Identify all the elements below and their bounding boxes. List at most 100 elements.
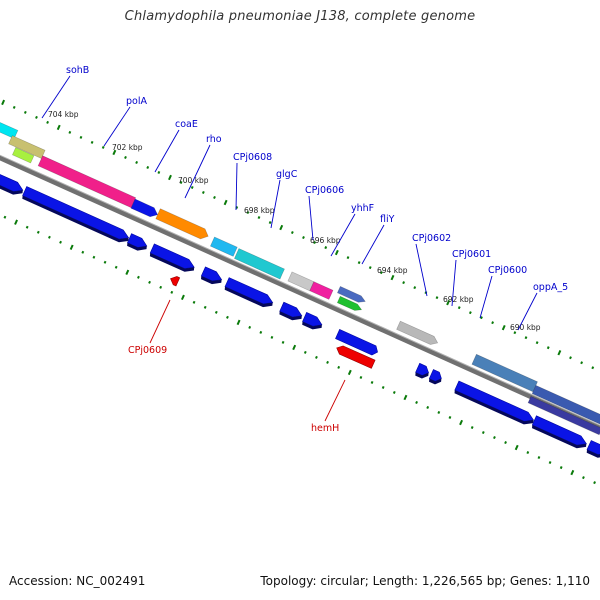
gene-label: fliY xyxy=(380,214,395,225)
tick-reverse xyxy=(281,340,285,344)
tick-reverse xyxy=(326,360,329,364)
tick-reverse xyxy=(36,230,40,234)
tick-forward xyxy=(124,155,127,159)
feature-block xyxy=(130,198,159,218)
tick-reverse xyxy=(303,350,307,354)
leader-line xyxy=(517,292,538,331)
leader-line xyxy=(451,259,457,307)
cds-arrow xyxy=(586,440,600,455)
leader-line xyxy=(479,275,493,319)
tick-forward xyxy=(468,311,472,315)
tick-forward xyxy=(23,110,27,114)
leader-line xyxy=(184,144,211,199)
tick-forward xyxy=(457,306,461,310)
tick-reverse xyxy=(226,315,229,319)
feature-block xyxy=(336,295,363,311)
leader-line xyxy=(235,162,238,211)
reverse-feature xyxy=(336,345,376,369)
tick-forward xyxy=(112,149,117,156)
tick-reverse xyxy=(337,365,341,369)
feature-block xyxy=(155,208,209,240)
feature-block xyxy=(337,286,366,303)
tick-forward xyxy=(546,346,550,350)
tick-reverse xyxy=(347,369,352,376)
tick-forward xyxy=(201,190,205,194)
label-leaders xyxy=(41,75,538,422)
map-title: Chlamydophila pneumoniae J138, complete … xyxy=(124,9,476,24)
tick-forward xyxy=(513,331,517,335)
tick-forward xyxy=(12,105,16,109)
cds-arrow-shade xyxy=(415,372,429,379)
tick-forward xyxy=(501,324,506,331)
gene-label: coaE xyxy=(175,119,198,130)
tick-reverse xyxy=(180,294,185,301)
gene-label: CPj0601 xyxy=(452,249,491,260)
tick-forward xyxy=(213,195,216,199)
kbp-label: 692 kbp xyxy=(443,295,474,304)
kbp-label: 696 kbp xyxy=(310,236,341,245)
cds-arrow-shade xyxy=(149,253,195,272)
gene-label: polA xyxy=(126,96,147,107)
tick-forward xyxy=(535,341,539,345)
cds-arrow-shade xyxy=(201,276,222,285)
tick-reverse xyxy=(125,269,130,275)
cds-arrow xyxy=(415,362,429,376)
tick-forward xyxy=(35,115,38,119)
tick-reverse xyxy=(370,380,374,384)
tick-reverse xyxy=(437,410,441,414)
cds-arrow-shade xyxy=(302,321,322,330)
tick-reverse xyxy=(570,469,575,476)
tick-reverse xyxy=(81,250,85,254)
tick-forward xyxy=(334,249,339,256)
tick-forward xyxy=(413,286,417,290)
tick-forward xyxy=(290,231,294,235)
tick-reverse xyxy=(14,219,18,225)
tick-reverse xyxy=(559,466,563,470)
tick-forward xyxy=(146,165,150,169)
gene-label: CPj0608 xyxy=(233,152,272,163)
tick-forward xyxy=(1,99,6,106)
tick-reverse xyxy=(315,355,318,359)
tick-reverse xyxy=(582,476,585,480)
tick-reverse xyxy=(48,235,51,239)
tick-forward xyxy=(402,281,406,285)
tick-reverse xyxy=(593,481,596,485)
cds-arrow-shade xyxy=(279,311,302,321)
tick-reverse xyxy=(292,344,297,351)
tick-forward xyxy=(68,130,72,134)
tick-reverse xyxy=(359,375,363,379)
tick-forward xyxy=(357,261,361,265)
tick-reverse xyxy=(59,240,62,244)
tick-reverse xyxy=(481,431,485,435)
tick-forward xyxy=(480,316,483,320)
tick-forward xyxy=(302,236,305,240)
tick-reverse xyxy=(426,405,430,409)
kbp-label: 690 kbp xyxy=(510,323,541,332)
tick-reverse xyxy=(114,265,118,269)
tick-forward xyxy=(135,160,139,164)
leader-line xyxy=(103,106,131,147)
feature-block xyxy=(234,248,285,280)
cds-arrow-shade xyxy=(586,449,600,458)
feature-block xyxy=(12,147,35,164)
tick-forward xyxy=(591,366,595,370)
tick-reverse xyxy=(203,305,207,309)
gene-label: yhhF xyxy=(351,203,374,214)
tick-reverse xyxy=(159,285,163,289)
tick-forward xyxy=(79,135,83,139)
feature-blocks xyxy=(0,122,600,458)
tick-forward xyxy=(557,350,562,356)
tick-reverse xyxy=(236,319,241,326)
tick-reverse xyxy=(381,385,385,389)
leader-line xyxy=(41,75,71,119)
tick-forward xyxy=(279,224,284,231)
feature-block xyxy=(531,385,600,425)
tick-forward xyxy=(446,299,451,306)
tick-reverse xyxy=(415,400,418,404)
gene-label: CPj0606 xyxy=(305,185,344,196)
reverse-feature xyxy=(170,276,181,287)
tick-forward xyxy=(491,321,495,325)
feature-block xyxy=(8,135,46,159)
tick-reverse xyxy=(25,225,29,229)
feature-block xyxy=(287,271,315,292)
